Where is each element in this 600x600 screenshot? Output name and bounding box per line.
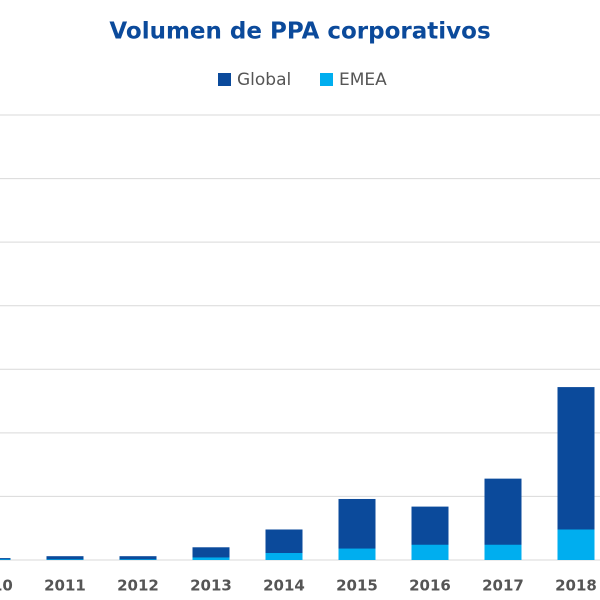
x-tick-label: 2014 [263,577,305,595]
x-tick-label: 2016 [409,577,451,595]
legend: Global EMEA [218,70,387,90]
bar [484,544,522,560]
bar [338,548,376,560]
bar [411,544,449,560]
legend-label: Global [237,70,291,90]
x-tick-label: 2013 [190,577,232,595]
x-tick-label: 2010 [0,577,13,595]
bar [192,557,230,560]
bar [119,556,157,560]
bar [192,547,230,560]
chart-title: Volumen de PPA corporativos [109,19,490,45]
x-tick-label: 2015 [336,577,378,595]
legend-label: EMEA [339,70,387,90]
bar [0,558,11,560]
plot-area [0,114,600,561]
x-tick-label: 2011 [44,577,86,595]
bar [46,556,84,560]
legend-swatch [218,73,231,86]
x-tick-label: 2012 [117,577,159,595]
bar [0,559,11,560]
bar [46,559,84,560]
x-tick-label: 2018 [555,577,597,595]
bar [557,529,595,560]
bar [119,559,157,560]
bar [265,553,303,560]
x-tick-label: 2017 [482,577,524,595]
legend-swatch [320,73,333,86]
